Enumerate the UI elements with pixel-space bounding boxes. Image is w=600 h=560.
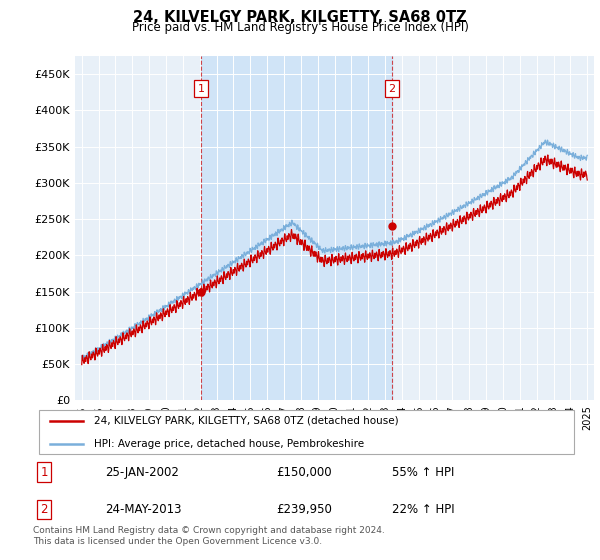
Text: £239,950: £239,950 bbox=[276, 503, 332, 516]
Text: 24-MAY-2013: 24-MAY-2013 bbox=[105, 503, 181, 516]
Text: £150,000: £150,000 bbox=[276, 465, 332, 479]
Text: 1: 1 bbox=[40, 465, 48, 479]
Text: 22% ↑ HPI: 22% ↑ HPI bbox=[392, 503, 454, 516]
Text: HPI: Average price, detached house, Pembrokeshire: HPI: Average price, detached house, Pemb… bbox=[94, 439, 364, 449]
Text: Price paid vs. HM Land Registry's House Price Index (HPI): Price paid vs. HM Land Registry's House … bbox=[131, 21, 469, 34]
Text: 2: 2 bbox=[40, 503, 48, 516]
Bar bbox=[201, 56, 392, 400]
Text: 55% ↑ HPI: 55% ↑ HPI bbox=[392, 465, 454, 479]
Text: 2: 2 bbox=[388, 83, 395, 94]
Text: 24, KILVELGY PARK, KILGETTY, SA68 0TZ: 24, KILVELGY PARK, KILGETTY, SA68 0TZ bbox=[133, 10, 467, 25]
Text: 25-JAN-2002: 25-JAN-2002 bbox=[105, 465, 179, 479]
Text: Contains HM Land Registry data © Crown copyright and database right 2024.
This d: Contains HM Land Registry data © Crown c… bbox=[33, 526, 385, 546]
Text: 24, KILVELGY PARK, KILGETTY, SA68 0TZ (detached house): 24, KILVELGY PARK, KILGETTY, SA68 0TZ (d… bbox=[94, 416, 398, 426]
Text: 1: 1 bbox=[197, 83, 205, 94]
FancyBboxPatch shape bbox=[38, 409, 574, 454]
